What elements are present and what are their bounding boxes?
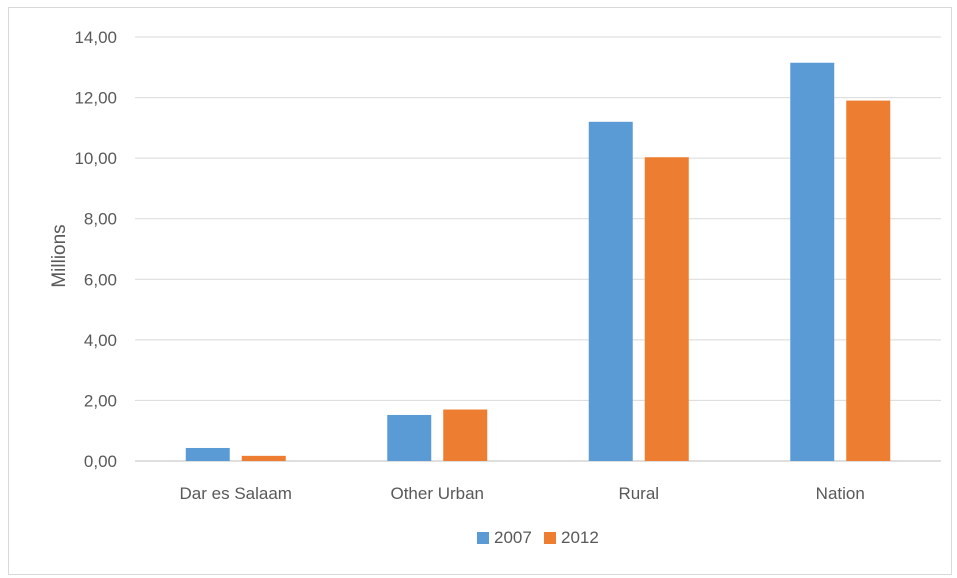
x-category-label: Rural — [618, 484, 659, 503]
bars — [185, 62, 891, 462]
x-category-label: Dar es Salaam — [180, 484, 292, 503]
legend-label-2012: 2012 — [561, 528, 599, 547]
x-axis-categories: Dar es Salaam Other Urban Rural Nation — [180, 484, 865, 503]
bar-2012-dar-es-salaam — [241, 455, 286, 461]
y-tick-label: 6,00 — [84, 270, 117, 289]
chart-frame: 0,00 2,00 4,00 6,00 8,00 10,00 12,00 14,00 Dar … — [8, 7, 952, 575]
bar-2012-other-urban — [443, 409, 488, 461]
bar-2012-nation — [846, 100, 891, 461]
x-category-label: Nation — [816, 484, 865, 503]
y-tick-label: 12,00 — [74, 89, 117, 108]
bar-2007-other-urban — [387, 414, 432, 461]
legend-swatch-2007 — [477, 532, 489, 544]
legend: 2007 2012 — [477, 528, 599, 547]
bar-2012-rural — [644, 157, 689, 461]
y-tick-label: 2,00 — [84, 391, 117, 410]
gridlines — [135, 36, 941, 462]
x-category-label: Other Urban — [390, 484, 484, 503]
bar-2007-rural — [588, 121, 633, 462]
legend-label-2007: 2007 — [494, 528, 532, 547]
bar-2007-dar-es-salaam — [185, 447, 230, 461]
y-axis-ticks: 0,00 2,00 4,00 6,00 8,00 10,00 12,00 14,00 — [74, 28, 117, 471]
y-tick-label: 10,00 — [74, 149, 117, 168]
bar-2007-nation — [790, 62, 835, 461]
bar-chart: 0,00 2,00 4,00 6,00 8,00 10,00 12,00 14,00 Dar … — [49, 28, 941, 547]
y-tick-label: 14,00 — [74, 28, 117, 47]
y-tick-label: 4,00 — [84, 331, 117, 350]
y-axis-title: Millions — [49, 224, 70, 287]
y-tick-label: 0,00 — [84, 452, 117, 471]
legend-swatch-2012 — [544, 532, 556, 544]
y-tick-label: 8,00 — [84, 210, 117, 229]
